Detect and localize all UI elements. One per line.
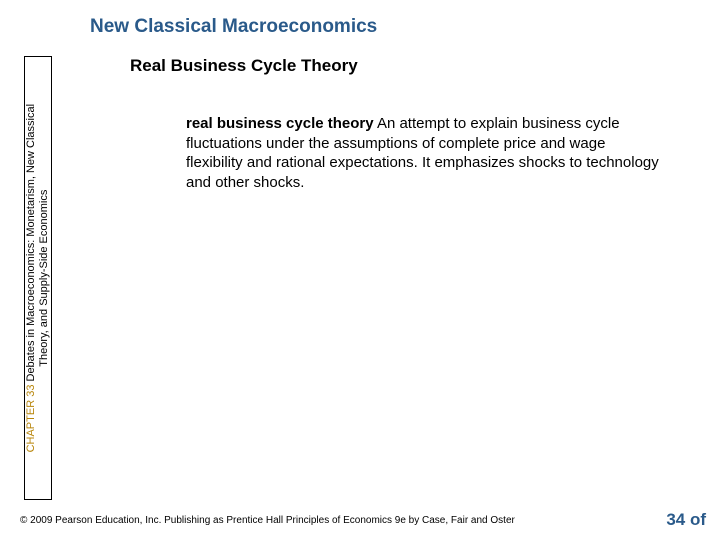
page-number: 34 of	[666, 510, 706, 530]
body-paragraph: real business cycle theory An attempt to…	[186, 114, 660, 192]
chapter-number: CHAPTER 33	[25, 384, 37, 452]
chapter-title-line1: Debates in Macroeconomics: Monetarism, N…	[25, 104, 37, 382]
slide: New Classical Macroeconomics Real Busine…	[0, 0, 720, 540]
chapter-sidebar-text: CHAPTER 33 Debates in Macroeconomics: Mo…	[25, 104, 51, 452]
slide-subtitle: Real Business Cycle Theory	[130, 56, 358, 76]
chapter-sidebar: CHAPTER 33 Debates in Macroeconomics: Mo…	[24, 56, 52, 500]
chapter-title-line2: Theory, and Supply-Side Economics	[38, 189, 50, 366]
slide-title: New Classical Macroeconomics	[90, 16, 377, 38]
copyright-footer: © 2009 Pearson Education, Inc. Publishin…	[20, 515, 515, 526]
definition-term: real business cycle theory	[186, 115, 374, 132]
